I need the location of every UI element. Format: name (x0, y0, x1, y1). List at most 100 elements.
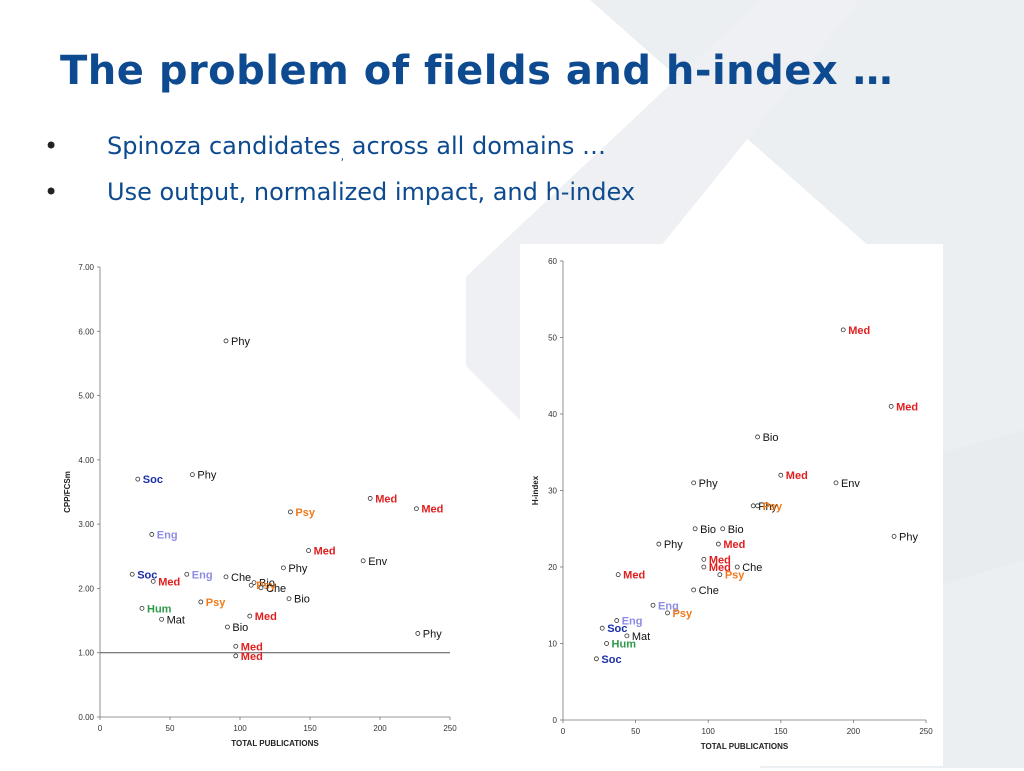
cpp-fcsm-point-label: Env (368, 556, 387, 568)
cpp-fcsm-point-label: Phy (288, 563, 307, 575)
h-index-data-point (650, 602, 656, 608)
h-index-point-label: Soc (607, 623, 627, 635)
cpp-fcsm-point-label: Bio (294, 594, 310, 606)
cpp-fcsm-point-label: Hum (147, 603, 172, 615)
h-index-point-label: Phy (664, 539, 683, 551)
cpp-fcsm-point-label: Med (375, 493, 397, 505)
cpp-fcsm-x-axis-title: TOTAL PUBLICATIONS (231, 739, 319, 748)
h-index-point-label: Eng (658, 600, 679, 612)
cpp-fcsm-data-point (224, 624, 230, 630)
cpp-fcsm-data-point (415, 631, 421, 636)
h-index-point-label: Phy (899, 531, 918, 543)
h-index-data-point (717, 572, 723, 578)
cpp-fcsm-point-label: Med (158, 576, 180, 588)
h-index-x-tick-label: 100 (702, 727, 716, 736)
h-index-x-axis-title: TOTAL PUBLICATIONS (701, 742, 789, 751)
cpp-fcsm-chart-panel: 0.00 1.00 2.00 3.00 4.00 5.00 6.00 7.00 0 50 100 15… (48, 252, 466, 766)
cpp-fcsm-y-tick-label: 7.00 (78, 263, 94, 272)
cpp-fcsm-x-tick-label: 0 (98, 724, 103, 733)
h-index-x-tick-label: 250 (919, 727, 933, 736)
cpp-fcsm-data-point (135, 476, 141, 482)
h-index-scatter-chart: 0 10 20 30 40 50 60 0 50 100 150 200 250 TOTAL PUBLIC… (531, 257, 933, 751)
cpp-fcsm-data-point (150, 578, 156, 584)
cpp-fcsm-data-point (189, 472, 195, 478)
cpp-fcsm-data-point (139, 605, 145, 611)
cpp-fcsm-data-point (149, 532, 155, 537)
h-index-data-point (720, 526, 726, 532)
h-index-point-label: Med (723, 539, 745, 551)
cpp-fcsm-data-point (129, 571, 135, 577)
h-index-point-label: Phy (699, 478, 718, 490)
bullet-text-rest: across all domains … (344, 132, 606, 160)
h-index-data-point (615, 572, 621, 578)
cpp-fcsm-point-label: Che (266, 583, 286, 595)
h-index-data-point (624, 633, 630, 639)
cpp-fcsm-point-label: Soc (137, 569, 157, 581)
h-index-data-point (691, 587, 697, 593)
h-index-x-tick-label: 0 (561, 727, 566, 736)
h-index-y-axis-title: H-index (531, 475, 540, 505)
cpp-fcsm-point-label: Mat (167, 614, 185, 626)
h-index-data-point (840, 327, 846, 333)
bullet-item: • Spinoza candidates, across all domains… (44, 132, 635, 178)
slide-title: The problem of fields and h-index … (60, 48, 894, 94)
h-index-data-point (778, 472, 784, 478)
cpp-fcsm-point-label: Bio (232, 622, 248, 634)
cpp-fcsm-point-label: Soc (143, 474, 163, 486)
bullet-marker: • (44, 132, 59, 160)
cpp-fcsm-y-tick-label: 1.00 (78, 649, 94, 658)
cpp-fcsm-y-axis-title: CPP/FCSm (63, 471, 72, 513)
h-index-point-label: Med (848, 325, 870, 337)
h-index-x-tick-label: 150 (774, 727, 788, 736)
h-index-chart-panel: 0 10 20 30 40 50 60 0 50 100 150 200 250 TOTAL PUBLIC… (520, 244, 943, 766)
cpp-fcsm-point-label: Med (255, 611, 277, 623)
h-index-y-tick-label: 40 (548, 410, 557, 419)
cpp-fcsm-x-tick-label: 250 (443, 724, 457, 733)
h-index-point-label: Hum (612, 639, 637, 651)
h-index-y-tick-label: 30 (548, 487, 557, 496)
cpp-fcsm-point-label: Med (314, 546, 336, 558)
h-index-point-label: Med (623, 570, 645, 582)
cpp-fcsm-x-tick-label: 150 (303, 724, 317, 733)
cpp-fcsm-data-point (198, 599, 204, 605)
h-index-point-label: Mat (632, 631, 650, 643)
cpp-fcsm-point-label: Med (241, 651, 263, 663)
h-index-data-point (701, 564, 707, 570)
h-index-data-point (750, 503, 756, 509)
cpp-fcsm-point-label: Med (241, 641, 263, 653)
cpp-fcsm-data-point (233, 643, 239, 649)
h-index-data-point (701, 556, 707, 562)
h-index-point-label: Psy (763, 501, 783, 513)
cpp-fcsm-y-tick-label: 6.00 (78, 327, 94, 336)
h-index-y-tick-label: 0 (553, 716, 558, 725)
cpp-fcsm-point-label: Eng (192, 569, 213, 581)
cpp-fcsm-data-point (248, 582, 254, 588)
h-index-data-point (755, 434, 760, 440)
bullet-marker: • (44, 178, 59, 206)
h-index-point-label: Med (786, 470, 808, 482)
cpp-fcsm-point-label: Med (421, 504, 443, 516)
cpp-fcsm-point-label: Phy (197, 470, 216, 482)
cpp-fcsm-x-tick-label: 100 (233, 724, 247, 733)
bullet-text: Use output, normalized impact, and h-ind… (107, 178, 636, 206)
h-index-point-label: Bio (700, 524, 716, 536)
h-index-point-label: Med (709, 554, 731, 566)
h-index-y-tick-label: 50 (548, 334, 557, 343)
h-index-x-tick-label: 50 (631, 727, 640, 736)
cpp-fcsm-point-label: Phy (231, 336, 250, 348)
cpp-fcsm-data-point (287, 509, 293, 515)
h-index-data-point (715, 541, 721, 547)
h-index-data-point (599, 625, 605, 631)
h-index-data-point (691, 480, 697, 486)
cpp-fcsm-y-tick-label: 4.00 (78, 456, 94, 465)
cpp-fcsm-data-point (184, 571, 190, 577)
cpp-fcsm-y-tick-label: 5.00 (78, 392, 94, 401)
cpp-fcsm-x-tick-label: 50 (166, 724, 175, 733)
cpp-fcsm-point-label: Phy (423, 628, 442, 640)
cpp-fcsm-y-tick-label: 3.00 (78, 520, 94, 529)
h-index-y-tick-label: 20 (548, 563, 557, 572)
h-index-data-point (665, 610, 670, 616)
h-index-point-label: Psy (673, 608, 693, 620)
cpp-fcsm-data-point (367, 496, 373, 501)
h-index-point-label: Psy (725, 570, 745, 582)
